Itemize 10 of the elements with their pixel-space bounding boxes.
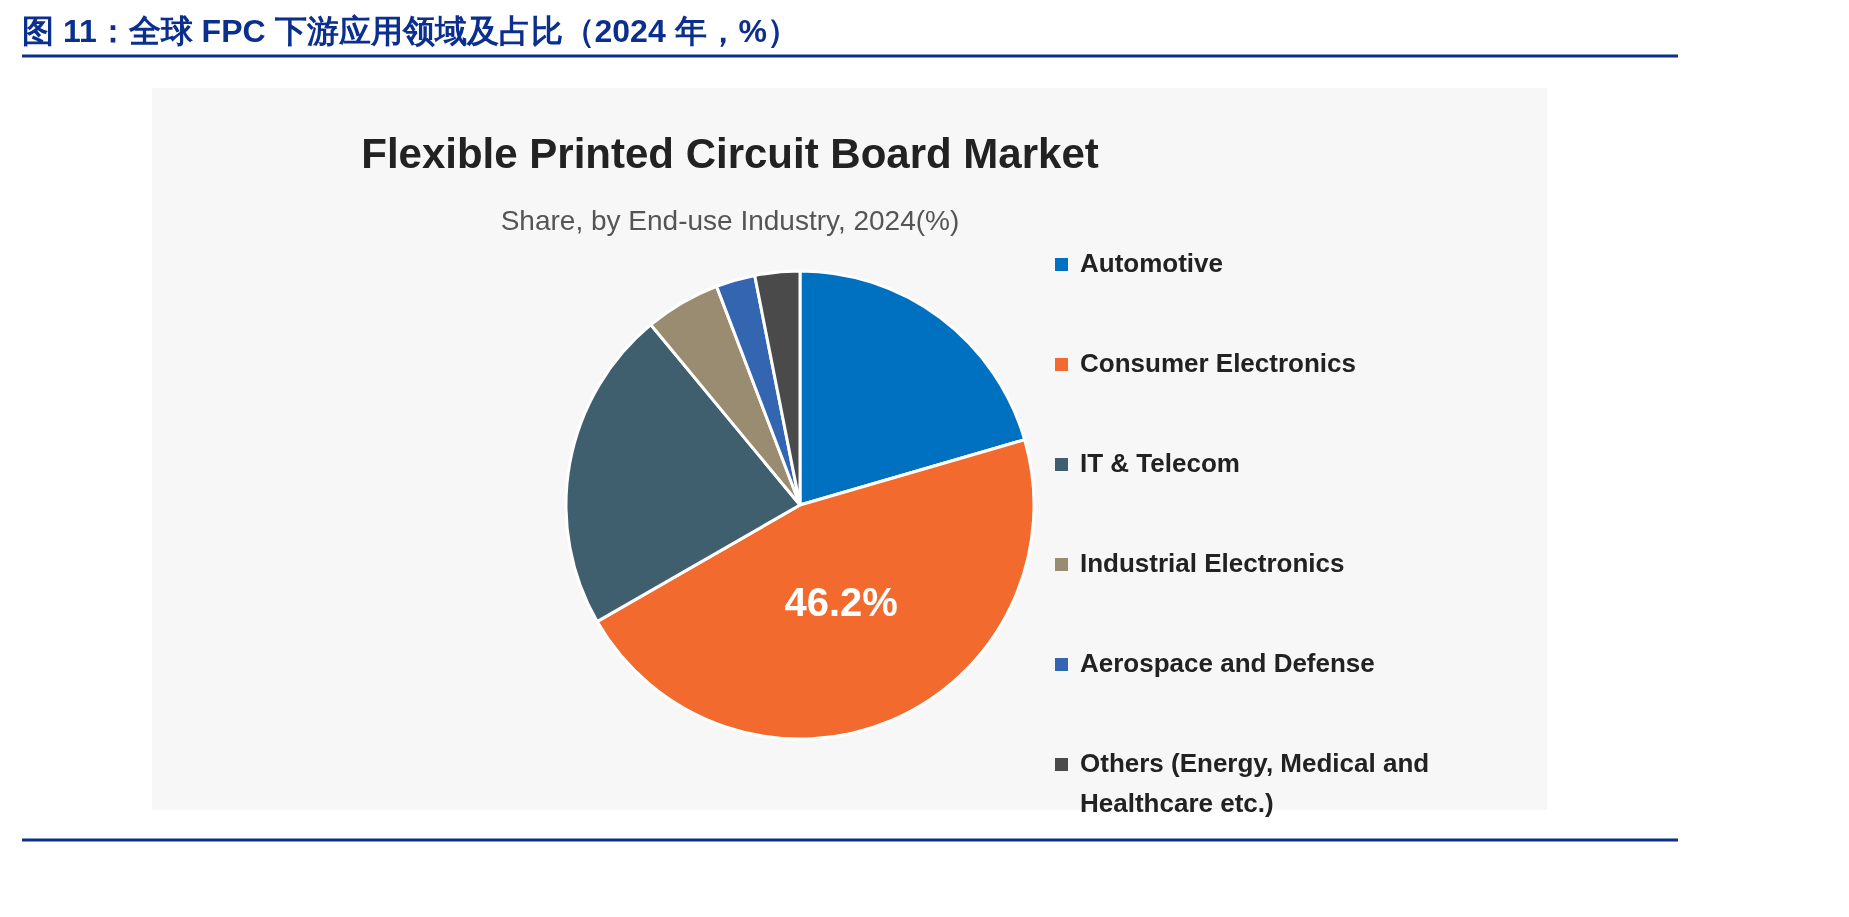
legend-label: IT & Telecom: [1080, 448, 1240, 478]
text: Share, by End-use Industry, 2024(%): [500, 205, 960, 236]
legend-label: Consumer Electronics: [1080, 348, 1356, 378]
legend-label: Industrial Electronics: [1080, 548, 1345, 578]
legend-label: Others (Energy, Medical and Healthcare etc.): [1080, 748, 1430, 818]
chart-subtitle: Flexible Printed Circuit Board Market: [361, 130, 1099, 177]
data-label: 46.2%: [784, 579, 898, 624]
legend-label: Automotive: [1080, 248, 1223, 278]
chart-title: 图 11：全球 FPC 下游应用领域及占比（2024 年，%）: [22, 13, 800, 49]
legend-label: Aerospace and Defense: [1080, 648, 1375, 678]
